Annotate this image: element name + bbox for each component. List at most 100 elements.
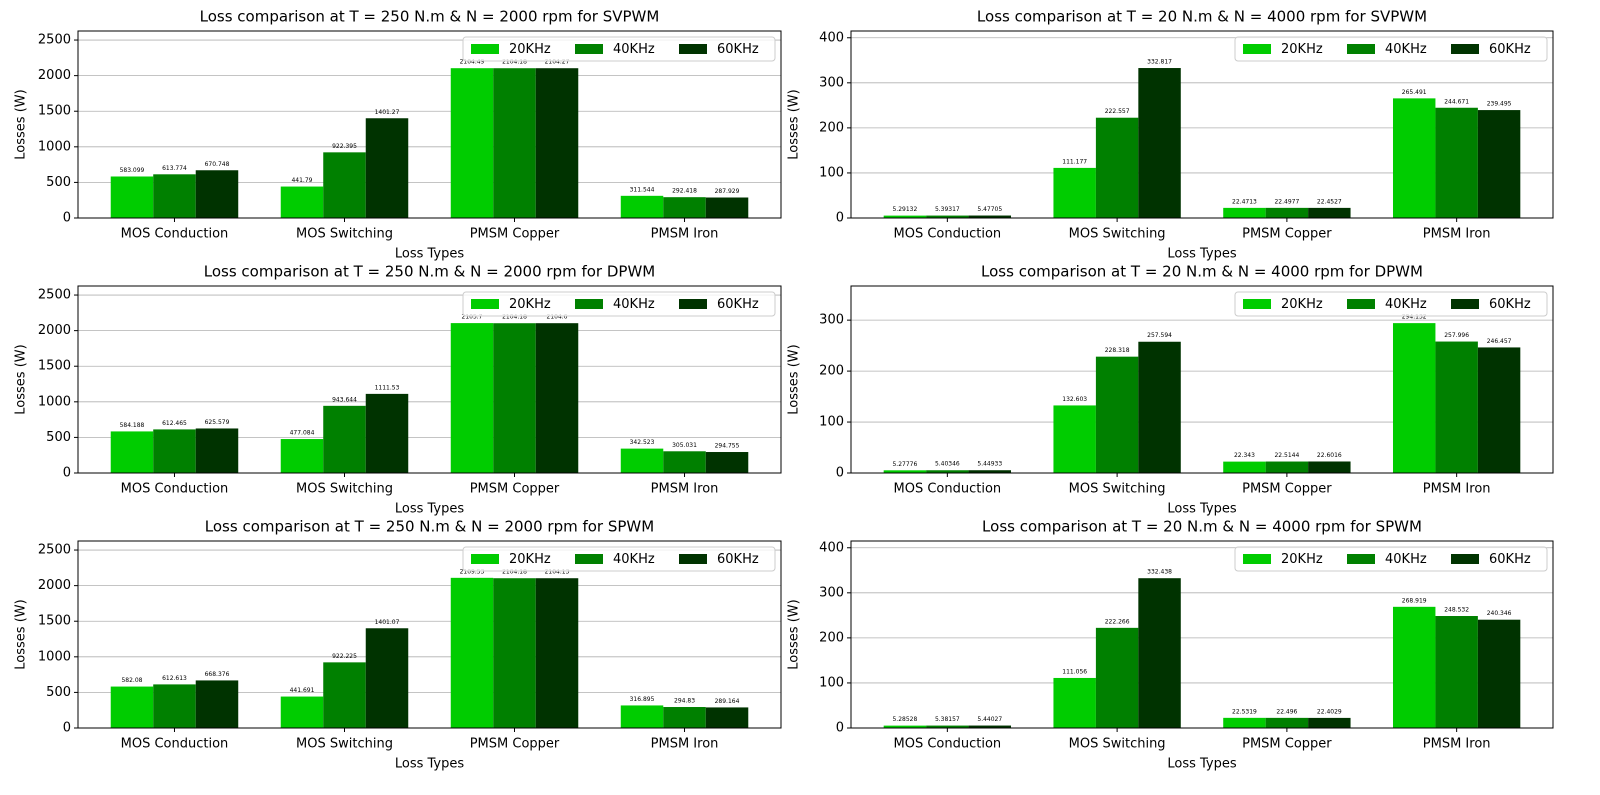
legend-swatch [575, 299, 603, 309]
chart-title: Loss comparison at T = 250 N.m & N = 200… [205, 518, 654, 536]
bar [663, 451, 706, 473]
value-label: 2105.7 [462, 314, 483, 321]
x-axis-label: Loss Types [1167, 502, 1237, 517]
x-axis-label: Loss Types [395, 757, 465, 772]
bar [493, 578, 536, 728]
x-tick-label: MOS Conduction [121, 737, 229, 752]
plot-frame [77, 285, 782, 474]
value-label: 477.084 [290, 430, 315, 437]
value-label: 268.919 [1402, 597, 1427, 604]
value-label: 294.755 [715, 443, 740, 450]
bar [195, 680, 239, 728]
legend-label: 20KHz [1281, 552, 1323, 567]
value-label: 441.691 [290, 687, 315, 694]
x-axis-label: Loss Types [395, 502, 465, 517]
value-label: 625.579 [205, 419, 230, 426]
bar [493, 68, 536, 219]
value-label: 2109.53 [460, 568, 485, 575]
y-tick-label: 400 [819, 30, 844, 45]
bar [1392, 323, 1436, 473]
legend-swatch [575, 554, 603, 564]
value-label: 22.4527 [1317, 198, 1342, 205]
value-label: 22.4977 [1274, 198, 1299, 205]
bar [153, 429, 196, 473]
x-tick-label: PMSM Iron [1423, 737, 1491, 752]
legend-swatch [679, 44, 707, 54]
legend-swatch [471, 299, 499, 309]
x-tick-label: PMSM Copper [1242, 482, 1332, 497]
y-axis-label: Losses (W) [14, 89, 29, 159]
y-tick-label: 200 [819, 120, 844, 135]
y-axis-label: Losses (W) [787, 89, 802, 159]
bar [926, 470, 969, 473]
value-label: 111.177 [1062, 158, 1087, 165]
legend-label: 20KHz [509, 552, 551, 567]
value-label: 22.496 [1276, 708, 1297, 715]
value-label: 922.225 [332, 653, 357, 660]
value-label: 670.748 [205, 161, 230, 168]
value-label: 584.188 [120, 422, 145, 429]
bar [365, 393, 409, 473]
bar [1435, 107, 1478, 218]
x-axis-label: Loss Types [395, 247, 465, 262]
bar [1308, 717, 1351, 728]
value-label: 1401.07 [375, 619, 400, 626]
x-tick-label: MOS Conduction [121, 227, 229, 242]
bar [450, 68, 494, 218]
y-tick-label: 500 [46, 175, 71, 190]
chart-title: Loss comparison at T = 20 N.m & N = 4000… [977, 8, 1427, 26]
bar [195, 170, 239, 218]
plot-frame [850, 30, 1554, 219]
bar [926, 215, 969, 218]
bar [1435, 616, 1478, 728]
value-label: 246.457 [1487, 338, 1512, 345]
bar [1223, 207, 1266, 218]
value-label: 22.4713 [1232, 198, 1257, 205]
bar [1095, 117, 1139, 218]
chart-title: Loss comparison at T = 250 N.m & N = 200… [200, 8, 660, 26]
y-tick-label: 0 [63, 466, 71, 481]
bar [535, 578, 579, 728]
x-tick-label: PMSM Iron [651, 482, 719, 497]
legend-swatch [1243, 44, 1271, 54]
legend-label: 20KHz [1281, 42, 1323, 57]
bar [705, 707, 749, 728]
bar [110, 686, 154, 728]
bar [1477, 619, 1521, 728]
y-tick-label: 2500 [38, 288, 71, 303]
bar [110, 176, 154, 218]
legend-box [1234, 546, 1548, 572]
bar [1392, 606, 1436, 728]
y-tick-label: 400 [819, 540, 844, 555]
x-tick-label: PMSM Copper [470, 737, 560, 752]
bar [1095, 627, 1139, 728]
y-tick-label: 2500 [38, 33, 71, 48]
bar [1477, 110, 1521, 218]
bar [365, 118, 409, 218]
legend-box [462, 36, 776, 62]
bar [883, 470, 927, 473]
value-label: 2104.27 [545, 59, 570, 66]
y-tick-label: 1000 [38, 394, 71, 409]
bar [620, 705, 664, 728]
legend-label: 40KHz [613, 42, 655, 57]
y-tick-label: 200 [819, 364, 844, 379]
bar [1138, 341, 1181, 473]
legend-box [1234, 36, 1548, 62]
value-label: 265.491 [1402, 89, 1427, 96]
value-label: 257.996 [1444, 332, 1469, 339]
value-label: 2104.13 [545, 569, 570, 576]
bar [968, 470, 1012, 473]
legend-swatch [1243, 299, 1271, 309]
legend-swatch [1243, 554, 1271, 564]
bar [1053, 167, 1096, 218]
legend-swatch [1347, 44, 1375, 54]
y-tick-label: 1000 [38, 139, 71, 154]
x-tick-label: PMSM Iron [651, 227, 719, 242]
y-tick-label: 500 [46, 685, 71, 700]
y-axis-label: Losses (W) [787, 599, 802, 669]
value-label: 5.44027 [977, 716, 1002, 723]
value-label: 240.346 [1487, 610, 1512, 617]
legend-swatch [575, 44, 603, 54]
